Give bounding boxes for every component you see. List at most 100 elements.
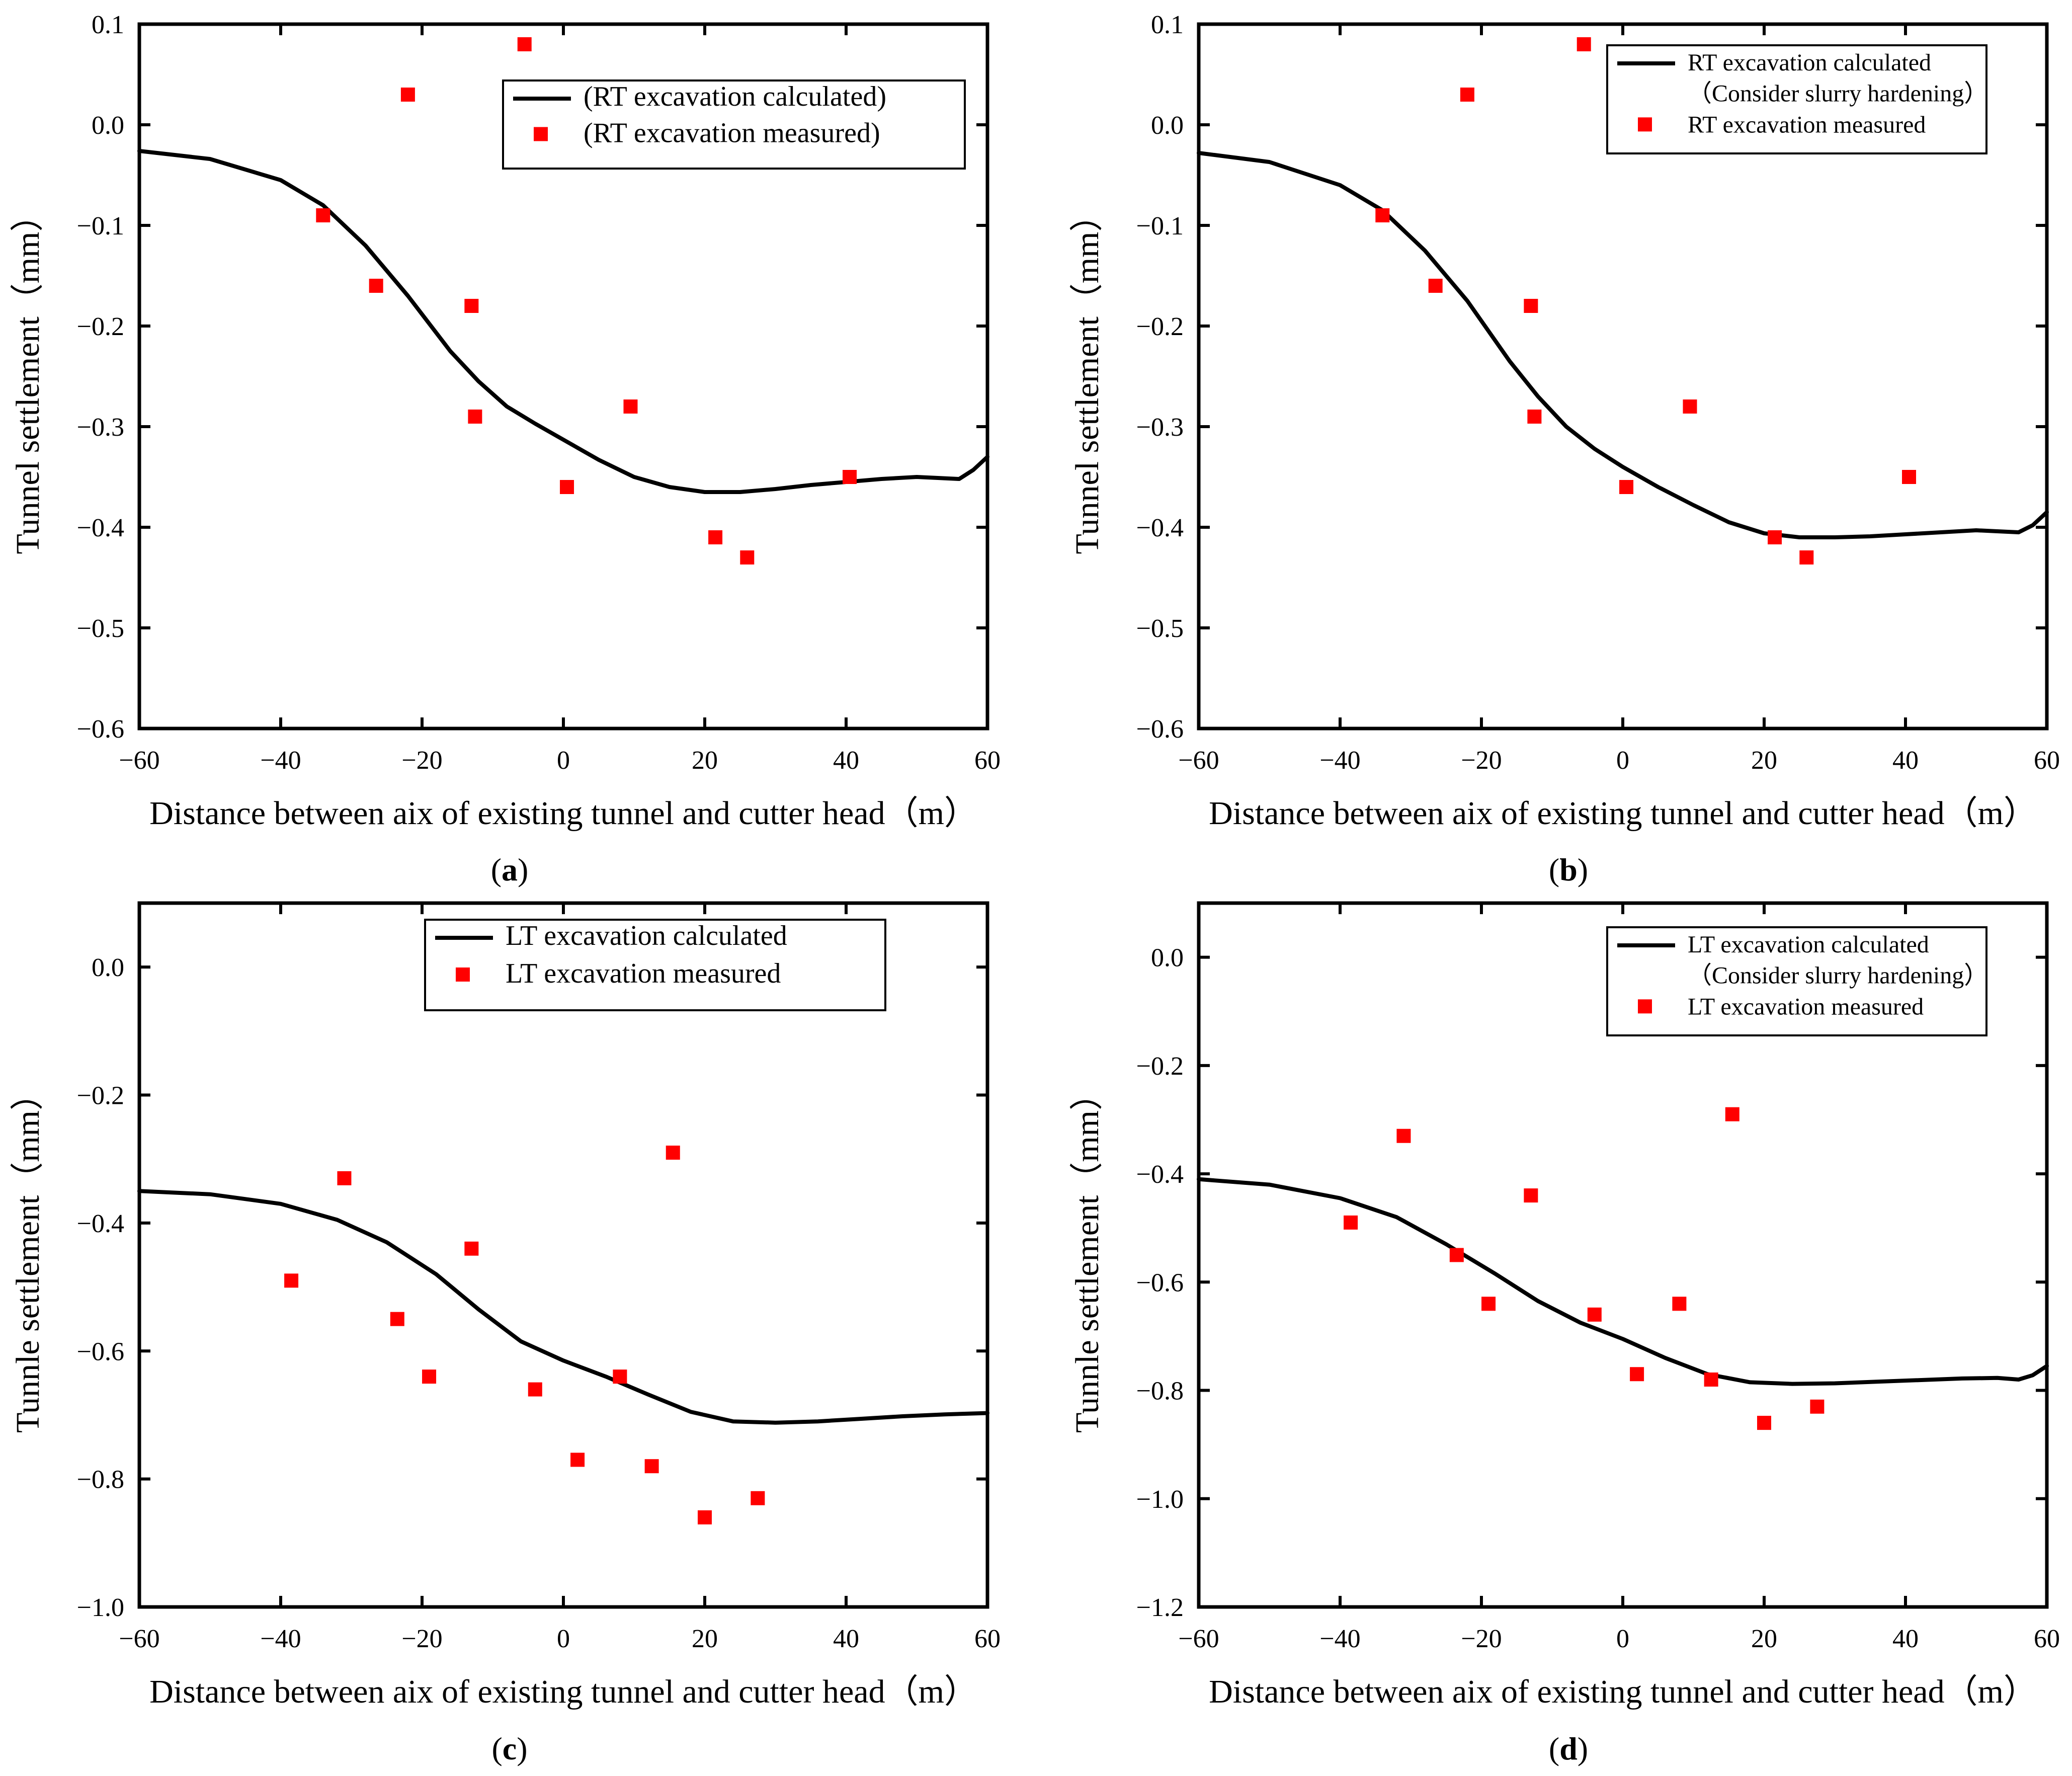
data-point-measured xyxy=(337,1171,352,1185)
x-tick-label: −40 xyxy=(1319,1625,1360,1653)
data-point-measured xyxy=(708,530,723,544)
x-axis-title: Distance between aix of existing tunnel … xyxy=(1209,1673,2037,1710)
panel-tag-letter: b xyxy=(1559,852,1578,887)
x-tick-label: −20 xyxy=(1461,746,1502,775)
data-point-measured xyxy=(1449,1248,1464,1262)
x-tick-label: 20 xyxy=(692,1625,718,1653)
y-tick-label: −0.4 xyxy=(77,514,124,542)
series-line-calculated xyxy=(137,149,989,494)
x-tick-label: 40 xyxy=(833,746,859,775)
y-tick-label: −0.3 xyxy=(1136,413,1184,442)
x-tick-label: 0 xyxy=(1616,1625,1629,1653)
x-tick-label: 40 xyxy=(833,1625,859,1653)
data-point-measured xyxy=(1527,410,1542,424)
panel-tag: (c) xyxy=(491,1731,527,1766)
data-point-measured xyxy=(464,299,479,313)
data-point-measured xyxy=(698,1510,712,1524)
y-tick-label: −0.6 xyxy=(77,715,124,744)
legend-label: LT excavation measured xyxy=(506,958,781,989)
y-tick-label: −0.4 xyxy=(77,1209,124,1238)
data-point-measured xyxy=(843,470,857,484)
data-point-measured xyxy=(751,1491,765,1505)
panel-tag-open: ( xyxy=(1549,1731,1559,1766)
x-axis-title: Distance between aix of existing tunnel … xyxy=(1209,795,2037,832)
x-tick-label: 60 xyxy=(974,1625,1001,1653)
data-point-measured xyxy=(1757,1416,1771,1430)
data-point-measured xyxy=(623,399,638,414)
y-tick-label: 0.0 xyxy=(1151,944,1184,973)
panel-tag-letter: c xyxy=(503,1731,517,1766)
data-point-measured xyxy=(1799,550,1814,564)
data-point-measured xyxy=(1375,208,1390,222)
data-point-measured xyxy=(1577,37,1591,51)
data-point-measured xyxy=(644,1459,659,1474)
data-point-measured xyxy=(1524,1188,1538,1203)
data-point-measured xyxy=(1672,1297,1687,1311)
data-point-measured xyxy=(1704,1373,1718,1387)
legend-marker-symbol xyxy=(1638,117,1652,132)
data-point-measured xyxy=(613,1369,627,1384)
y-tick-label: −0.6 xyxy=(77,1337,124,1366)
data-point-measured xyxy=(560,480,574,494)
x-axis-title: Distance between aix of existing tunnel … xyxy=(149,795,977,832)
y-tick-label: −0.4 xyxy=(1136,514,1184,542)
panel-tag-letter: d xyxy=(1559,1731,1578,1766)
panel-tag: (d) xyxy=(1549,1731,1588,1766)
x-tick-label: 0 xyxy=(557,746,570,775)
legend-label: (RT excavation measured) xyxy=(584,118,880,149)
data-point-measured xyxy=(528,1382,542,1397)
data-point-measured xyxy=(666,1146,680,1160)
data-point-measured xyxy=(740,550,755,564)
y-axis-title: Tunnle settlement（mm） xyxy=(10,1077,46,1433)
x-tick-label: 20 xyxy=(1751,746,1777,775)
x-tick-label: −40 xyxy=(260,746,301,775)
data-point-measured xyxy=(369,279,383,293)
y-tick-label: −1.0 xyxy=(1136,1485,1184,1514)
panel-tag-open: ( xyxy=(491,852,502,887)
series-line-calculated xyxy=(1197,151,2049,539)
panel-tag: (b) xyxy=(1549,852,1588,887)
panel-tag-close: ) xyxy=(518,852,528,887)
data-point-measured xyxy=(390,1312,404,1326)
data-point-measured xyxy=(400,88,415,102)
y-tick-label: −0.6 xyxy=(1136,715,1184,744)
data-point-measured xyxy=(1344,1215,1358,1230)
data-point-measured xyxy=(1619,480,1634,494)
data-point-measured xyxy=(1810,1399,1825,1414)
legend-label: RT excavation measured xyxy=(1688,111,1926,138)
x-tick-label: −40 xyxy=(260,1625,301,1653)
legend-label: RT excavation calculated xyxy=(1688,49,1931,76)
y-tick-label: −0.6 xyxy=(1136,1268,1184,1297)
panel-tag-close: ) xyxy=(1578,1731,1588,1766)
x-tick-label: 60 xyxy=(2034,1625,2060,1653)
x-tick-label: −60 xyxy=(119,1625,159,1653)
chart-panel-c: −60 −40 −20 0 20 40 60 −1.0 −0.8 −0.6 −0.4 −0.2 0.0 D… xyxy=(10,901,1001,1766)
y-tick-label: 0.0 xyxy=(92,111,124,140)
y-axis-title: Tunnel settlement（mm） xyxy=(1069,198,1106,554)
data-point-measured xyxy=(316,208,330,222)
data-point-measured xyxy=(1683,399,1697,414)
y-tick-label: −0.5 xyxy=(1136,614,1184,643)
panel-tag: (a) xyxy=(491,852,529,887)
data-point-measured xyxy=(1481,1297,1496,1311)
legend-marker-symbol xyxy=(534,127,548,141)
x-tick-label: 40 xyxy=(1892,746,1919,775)
legend-label: LT excavation measured xyxy=(1688,993,1924,1020)
data-point-measured xyxy=(1587,1307,1602,1322)
x-tick-label: −60 xyxy=(119,746,159,775)
data-point-measured xyxy=(1630,1367,1644,1382)
x-tick-label: 0 xyxy=(1616,746,1629,775)
data-point-measured xyxy=(570,1452,585,1467)
legend-label: LT excavation calculated xyxy=(1688,931,1929,958)
chart-panel-d: −60 −40 −20 0 20 40 60 −1.2 −1.0 −0.8 −0.6 −0.4 −0.2… xyxy=(1069,901,2060,1766)
data-point-measured xyxy=(1768,530,1782,544)
x-tick-label: 60 xyxy=(2034,746,2060,775)
x-tick-label: −20 xyxy=(1461,1625,1502,1653)
x-tick-label: −60 xyxy=(1178,1625,1219,1653)
x-tick-label: 40 xyxy=(1892,1625,1919,1653)
data-point-measured xyxy=(1428,279,1443,293)
y-axis-title: Tunnel settlement（mm） xyxy=(10,198,46,554)
data-point-measured xyxy=(1524,299,1538,313)
y-tick-label: −1.0 xyxy=(77,1593,124,1622)
